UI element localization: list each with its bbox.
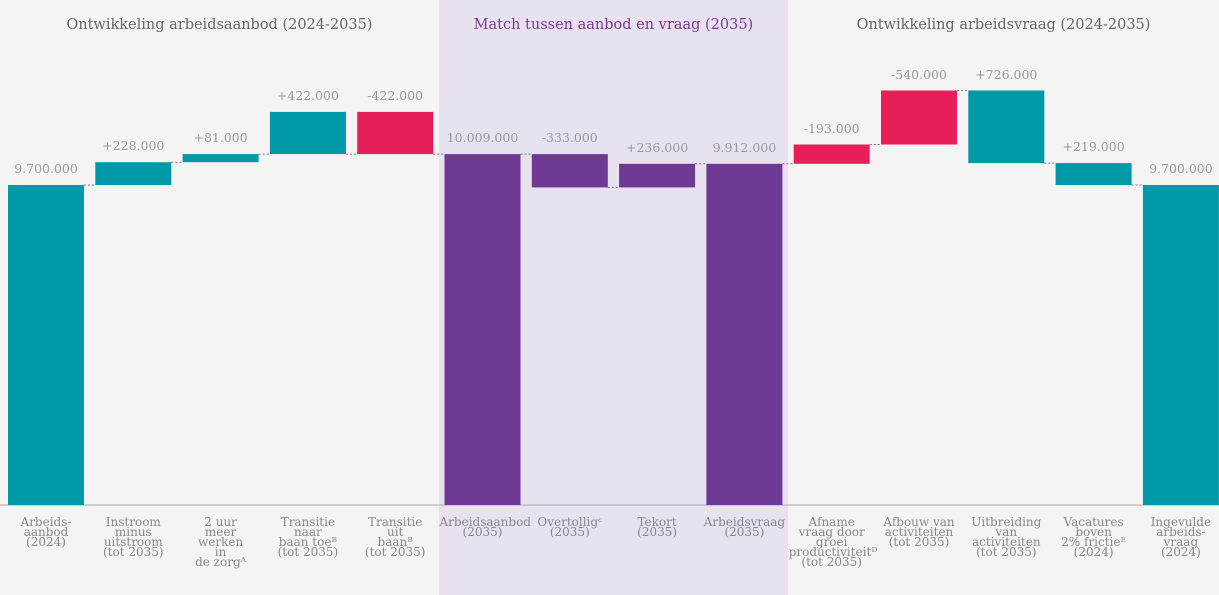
category-label: Arbeids- aanbod (2024): [20, 515, 72, 549]
bar: [1055, 163, 1132, 185]
bar: [8, 185, 84, 505]
category-label: Instroom minus uitstroom (tot 2035): [103, 515, 164, 559]
category-label: Afbouw van activiteiten (tot 2035): [883, 515, 955, 549]
bar: [182, 154, 259, 163]
bar: [95, 162, 172, 185]
bar: [269, 111, 346, 155]
panel-title: Ontwikkeling arbeidsaanbod (2024-2035): [66, 17, 373, 33]
bar: [706, 163, 783, 506]
category-label: Afname vraag door groei productiviteitᴰ …: [788, 515, 878, 569]
bar: [531, 154, 608, 188]
value-label: +236.000: [626, 139, 689, 155]
value-label: +219.000: [1062, 139, 1125, 155]
value-label: 9.700.000: [14, 161, 78, 176]
category-label: Tekort (2035): [637, 515, 678, 539]
panel-title: Ontwikkeling arbeidsvraag (2024-2035): [856, 17, 1151, 33]
value-label: 9.912.000: [712, 139, 777, 155]
category-label: Overtolligᶜ (2035): [537, 515, 603, 539]
value-label: -422.000: [367, 87, 424, 103]
bar: [444, 154, 521, 505]
category-label: Ingevulde arbeids- vraag (2024): [1150, 515, 1212, 559]
value-label: +422.000: [276, 87, 339, 103]
bar: [968, 90, 1045, 164]
category-label: Arbeidsvraag (2035): [703, 515, 786, 539]
value-label: 9.700.000: [1149, 161, 1213, 176]
value-label: -540.000: [891, 66, 947, 82]
bar: [619, 163, 696, 188]
category-label: Transitie uit baanᴮ (tot 2035): [364, 515, 426, 559]
value-label: -193.000: [803, 120, 860, 136]
value-label: 10.009.000: [446, 130, 519, 146]
value-label: +81.000: [193, 130, 248, 146]
category-label: Vacatures boven 2% frictieᴱ (2024): [1061, 515, 1127, 559]
bar: [1142, 185, 1219, 505]
category-label: Uitbreiding van activiteiten (tot 2035): [971, 515, 1042, 559]
bar: [793, 144, 870, 164]
category-label: Arbeidsaanbod (2035): [439, 515, 532, 539]
panel-title: Match tussen aanbod en vraag (2035): [473, 17, 754, 33]
bar: [357, 111, 434, 155]
category-label: Transitie naar baan toeᴮ (tot 2035): [277, 515, 339, 559]
value-label: -333.000: [541, 130, 598, 146]
category-label: 2 uur meer werken in de zorgᴬ: [195, 515, 247, 569]
value-label: +228.000: [102, 138, 165, 154]
bar: [881, 90, 957, 145]
value-label: +726.000: [975, 66, 1038, 82]
